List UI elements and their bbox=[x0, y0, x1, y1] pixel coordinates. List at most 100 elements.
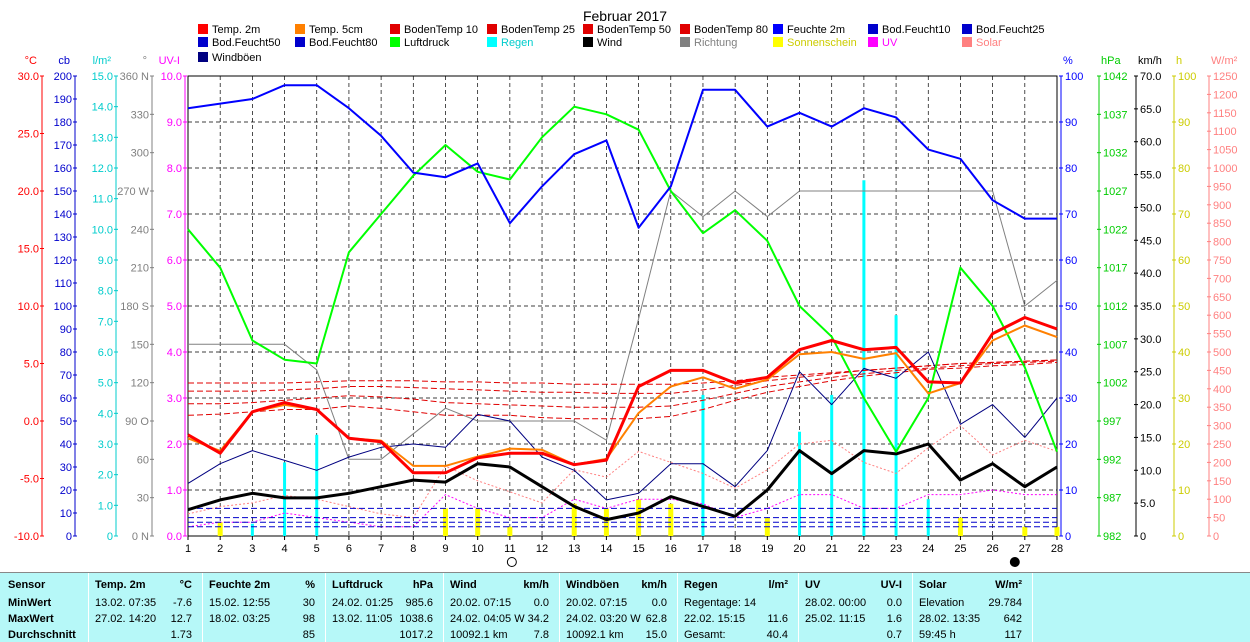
bar-regen bbox=[830, 395, 833, 536]
stats-header: km/h bbox=[641, 579, 667, 591]
legend-swatch-temp-5cm bbox=[295, 24, 305, 34]
axis-tick-label-cb: 160 bbox=[54, 163, 72, 175]
axis-tick-label-press: 1002 bbox=[1103, 378, 1127, 390]
axis-tick-label-uv: 6.0 bbox=[167, 255, 182, 267]
x-tick-label: 12 bbox=[536, 543, 548, 555]
legend-swatch-bodentemp-10 bbox=[390, 24, 400, 34]
stats-cell: 98 bbox=[303, 613, 315, 625]
axis-tick-label-temp: 10.0 bbox=[18, 301, 39, 313]
axis-tick-label-uv: 4.0 bbox=[167, 347, 182, 359]
axis-tick-label-temp: -5.0 bbox=[20, 474, 39, 486]
legend-label-bodentemp-80: BodenTemp 80 bbox=[694, 24, 768, 36]
x-tick-label: 11 bbox=[504, 543, 515, 555]
legend-swatch-uv bbox=[868, 37, 878, 47]
axis-tick-label-solar: 1050 bbox=[1213, 145, 1237, 157]
axis-tick-label-press: 982 bbox=[1103, 531, 1121, 543]
axis-tick-label-kmh: 50.0 bbox=[1140, 202, 1161, 214]
axis-tick-label-press: 997 bbox=[1103, 416, 1121, 428]
x-tick-label: 9 bbox=[442, 543, 448, 555]
legend-label-sonnenschein: Sonnenschein bbox=[787, 37, 857, 49]
legend-label-bod-feucht80: Bod.Feucht80 bbox=[309, 37, 378, 49]
x-tick-label: 25 bbox=[954, 543, 966, 555]
x-tick-label: 13 bbox=[568, 543, 580, 555]
stats-cell: 0.0 bbox=[887, 597, 902, 609]
axis-tick-label-cb: 0 bbox=[66, 531, 72, 543]
legend-label-bod-feucht50: Bod.Feucht50 bbox=[212, 37, 281, 49]
legend-label-bodentemp-10: BodenTemp 10 bbox=[404, 24, 478, 36]
axis-tick-label-solar: 200 bbox=[1213, 457, 1231, 469]
axis-tick-label-sun: 50 bbox=[1178, 301, 1190, 313]
axis-tick-label-sun: 10 bbox=[1178, 485, 1190, 497]
x-tick-label: 17 bbox=[697, 543, 709, 555]
axis-tick-label-solar: 800 bbox=[1213, 237, 1231, 249]
axis-tick-label-uv: 7.0 bbox=[167, 209, 182, 221]
axis-tick-label-solar: 600 bbox=[1213, 310, 1231, 322]
axis-unit-hum: % bbox=[1063, 55, 1073, 67]
axis-tick-label-hum: 90 bbox=[1065, 117, 1077, 129]
axis-tick-label-solar: 1250 bbox=[1213, 71, 1237, 83]
stats-header: Regen bbox=[684, 579, 718, 591]
axis-unit-press: hPa bbox=[1101, 55, 1121, 67]
axis-tick-label-solar: 300 bbox=[1213, 421, 1231, 433]
stats-cell: 117 bbox=[1004, 629, 1022, 641]
legend-label-bodentemp-50: BodenTemp 50 bbox=[597, 24, 671, 36]
stats-cell: 25.02. 11:15 bbox=[805, 613, 865, 625]
axis-tick-label-dir: 270 W bbox=[117, 186, 149, 198]
axis-tick-label-kmh: 20.0 bbox=[1140, 400, 1161, 412]
axis-tick-label-cb: 130 bbox=[54, 232, 72, 244]
axis-tick-label-solar: 50 bbox=[1213, 513, 1225, 525]
axis-tick-label-press: 1012 bbox=[1103, 301, 1127, 313]
legend-label-regen: Regen bbox=[501, 37, 533, 49]
axis-tick-label-cb: 40 bbox=[60, 439, 72, 451]
x-tick-label: 23 bbox=[890, 543, 902, 555]
stats-cell: 10092.1 km bbox=[450, 629, 507, 641]
stats-cell: Elevation bbox=[919, 597, 964, 609]
series-line-temp-2m bbox=[188, 318, 1057, 473]
legend-swatch-temp-2m bbox=[198, 24, 208, 34]
stats-header: °C bbox=[180, 579, 192, 591]
axis-tick-label-cb: 90 bbox=[60, 324, 72, 336]
stats-header: Wind bbox=[450, 579, 477, 591]
legend-swatch-bod-feucht10 bbox=[868, 24, 878, 34]
legend-label-bod-feucht10: Bod.Feucht10 bbox=[882, 24, 951, 36]
axis-tick-label-kmh: 25.0 bbox=[1140, 367, 1161, 379]
legend-swatch-luftdruck bbox=[390, 37, 400, 47]
axis-tick-label-rain: 7.0 bbox=[98, 316, 113, 328]
legend-label-luftdruck: Luftdruck bbox=[404, 37, 450, 49]
axis-tick-label-sun: 0 bbox=[1178, 531, 1184, 543]
stats-cell: 22.02. 15:15 bbox=[684, 613, 745, 625]
stats-header: km/h bbox=[523, 579, 549, 591]
legend-label-solar: Solar bbox=[976, 37, 1002, 49]
stats-cell: Gesamt: bbox=[684, 629, 726, 641]
stats-cell: 18.02. 03:25 bbox=[209, 613, 270, 625]
stats-cell: 30 bbox=[303, 597, 315, 609]
axis-tick-label-dir: 120 bbox=[131, 378, 149, 390]
legend-label-bod-feucht25: Bod.Feucht25 bbox=[976, 24, 1045, 36]
x-tick-label: 5 bbox=[314, 543, 320, 555]
legend-swatch-solar bbox=[962, 37, 972, 47]
stats-cell: 1.73 bbox=[171, 629, 192, 641]
axis-tick-label-solar: 700 bbox=[1213, 273, 1231, 285]
axis-tick-label-rain: 13.0 bbox=[92, 132, 113, 144]
x-tick-label: 14 bbox=[600, 543, 612, 555]
axis-tick-label-kmh: 10.0 bbox=[1140, 465, 1161, 477]
stats-cell: 34.2 bbox=[528, 613, 549, 625]
stats-cell: 1.6 bbox=[887, 613, 902, 625]
full-moon-icon bbox=[1010, 558, 1019, 567]
stats-cell: 13.02. 07:35 bbox=[95, 597, 156, 609]
axis-tick-label-rain: 14.0 bbox=[92, 102, 113, 114]
stats-cell: 24.02. 04:05 W bbox=[450, 613, 525, 625]
x-tick-label: 3 bbox=[249, 543, 255, 555]
series-line-feuchte-2m bbox=[188, 85, 1057, 228]
axis-unit-rain: l/m² bbox=[93, 55, 112, 67]
axis-tick-label-rain: 4.0 bbox=[98, 408, 113, 420]
legend-label-windb-en: Windböen bbox=[212, 52, 262, 64]
stats-cell: 28.02. 13:35 bbox=[919, 613, 980, 625]
axis-tick-label-kmh: 0 bbox=[1140, 531, 1146, 543]
bar-sonnenschein bbox=[507, 527, 512, 536]
axis-tick-label-hum: 10 bbox=[1065, 485, 1077, 497]
axis-tick-label-sun: 30 bbox=[1178, 393, 1190, 405]
axis-tick-label-press: 992 bbox=[1103, 454, 1121, 466]
